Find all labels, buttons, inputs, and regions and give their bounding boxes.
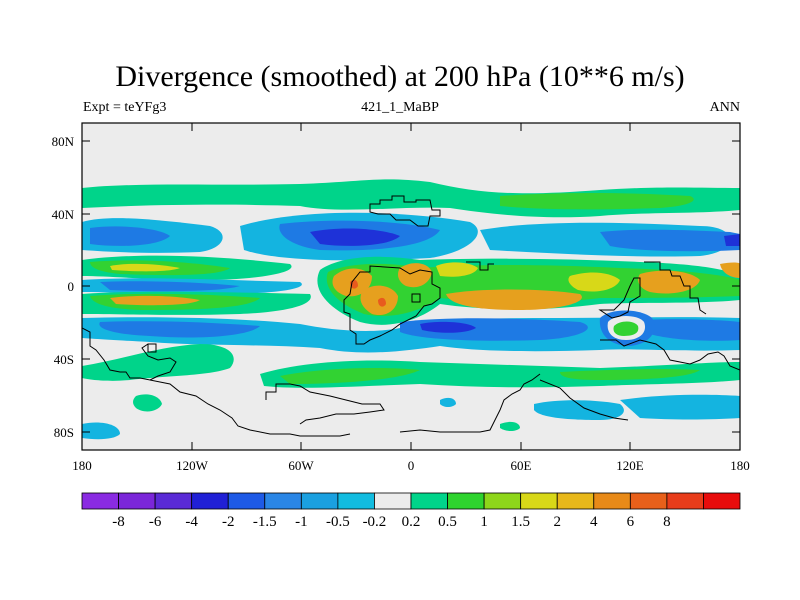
colorbar-label: 2 — [553, 514, 561, 530]
lat-label-40n: 40N — [52, 207, 75, 222]
colorbar-labels: -8 -6 -4 -2 -1.5 -1 -0.5 -0.2 0.2 0.5 1 1.5 2 4 6 8 — [112, 514, 670, 530]
colorbar-label: -0.5 — [326, 514, 350, 530]
colorbar-swatch — [227, 492, 266, 510]
south-green-60s — [500, 421, 520, 431]
africa-cluster-orange4 — [446, 289, 582, 310]
colorbar-swatch — [556, 492, 595, 510]
colorbar-label: -1 — [295, 514, 308, 530]
colorbar-swatch — [666, 492, 704, 510]
lat-label-80n: 80N — [52, 134, 75, 149]
lon-label-0: 0 — [408, 458, 415, 473]
colorbar-swatch — [118, 492, 156, 510]
case-label: 421_1_MaBP — [361, 100, 439, 115]
lon-label-180e: 180 — [730, 458, 750, 473]
colorbar-label: -8 — [112, 514, 125, 530]
colorbar-swatch — [593, 492, 631, 510]
eq-north-band-yellow — [110, 263, 180, 272]
lon-tick-marks — [81, 123, 741, 450]
south-america-outline — [82, 327, 177, 381]
colorbar-label: -1.5 — [253, 514, 277, 530]
lon-label-180w: 180 — [72, 458, 92, 473]
colorbar-swatch — [337, 492, 375, 510]
colorbar-swatch — [447, 492, 485, 510]
south-eq-band-orange — [110, 295, 200, 306]
africa-cluster-yellow — [436, 262, 478, 277]
north-band-green-core — [500, 193, 694, 210]
eurasia-outline — [369, 195, 441, 227]
africa-outline — [343, 265, 441, 345]
africa-cluster-red2 — [378, 297, 386, 307]
lon-label-60e: 60E — [511, 458, 532, 473]
colorbar-label: -6 — [149, 514, 162, 530]
lon-label-60w: 60W — [288, 458, 314, 473]
colorbar-label: 0.2 — [402, 514, 421, 530]
south-green-band-2 — [260, 360, 740, 388]
southern-contour-2 — [265, 383, 385, 425]
southern-contour-4 — [539, 379, 629, 421]
colorbar-label: -4 — [185, 514, 198, 530]
south-blue-small — [440, 397, 456, 407]
chart-title: Divergence (smoothed) at 200 hPa (10**6 … — [115, 60, 685, 93]
colorbar-label: 1 — [480, 514, 488, 530]
colorbar-label: 1.5 — [511, 514, 530, 530]
colorbar-swatch — [154, 492, 193, 510]
south-blue-band-core — [420, 321, 476, 333]
lat-label-80s: 80S — [54, 425, 74, 440]
colorbar-label: -0.2 — [363, 514, 387, 530]
indonesia-outline — [598, 277, 641, 319]
colorbar-swatch — [520, 492, 558, 510]
south-blue-band-mid3 — [640, 319, 740, 341]
small-island-2 — [411, 293, 421, 303]
lon-label-120e: 120E — [616, 458, 644, 473]
colorbar-swatch — [410, 492, 448, 510]
africa-cluster-orange5 — [638, 270, 700, 294]
south-blue-60s-2 — [620, 394, 740, 420]
colorbar-label: 8 — [663, 514, 671, 530]
lat-tick-marks — [82, 140, 740, 433]
colorbar — [81, 492, 741, 510]
colorbar-label: 6 — [627, 514, 635, 530]
arabia-outline — [466, 261, 494, 271]
africa-cluster-yellow2 — [568, 272, 620, 292]
africa-cluster-orange3 — [398, 263, 432, 288]
colorbar-label: 4 — [590, 514, 598, 530]
blue-band-30n-mid — [90, 226, 170, 246]
lat-label-40s: 40S — [54, 352, 74, 367]
experiment-label: Expt = teYFg3 — [83, 100, 167, 115]
south-green-band-3 — [280, 368, 420, 384]
blue-band-30n-mid3 — [600, 229, 740, 252]
south-blue-60s — [534, 400, 624, 420]
small-island-1 — [147, 343, 157, 353]
south-blue-60s-3 — [82, 422, 120, 440]
blue-band-30n-core3 — [724, 234, 740, 246]
continent-outlines — [82, 195, 740, 437]
colorbar-swatch — [703, 492, 741, 510]
south-blue-band-mid — [99, 321, 260, 338]
colorbar-swatch — [191, 492, 229, 510]
southern-contour-3 — [399, 373, 541, 433]
colorbar-swatch — [264, 492, 302, 510]
divergence-field — [82, 123, 740, 450]
colorbar-swatch — [483, 492, 522, 510]
colorbar-label: -2 — [222, 514, 235, 530]
southern-contour-1 — [149, 379, 351, 437]
eq-blue-core — [100, 281, 240, 292]
colorbar-swatch — [81, 492, 119, 510]
colorbar-swatch — [300, 492, 339, 510]
africa-cluster-orange6 — [720, 262, 740, 278]
south-green-band-4 — [560, 369, 700, 380]
lon-label-120w: 120W — [176, 458, 209, 473]
australia-outline — [600, 339, 740, 371]
blue-band-30n-core — [310, 228, 400, 246]
lat-label-eq: 0 — [68, 279, 75, 294]
ring-inner — [613, 321, 639, 336]
colorbar-swatch — [629, 492, 668, 510]
asia-outline — [644, 261, 707, 315]
season-label: ANN — [709, 100, 740, 115]
colorbar-label: 0.5 — [438, 514, 457, 530]
colorbar-swatch — [374, 492, 412, 510]
south-green-blob — [133, 394, 162, 412]
